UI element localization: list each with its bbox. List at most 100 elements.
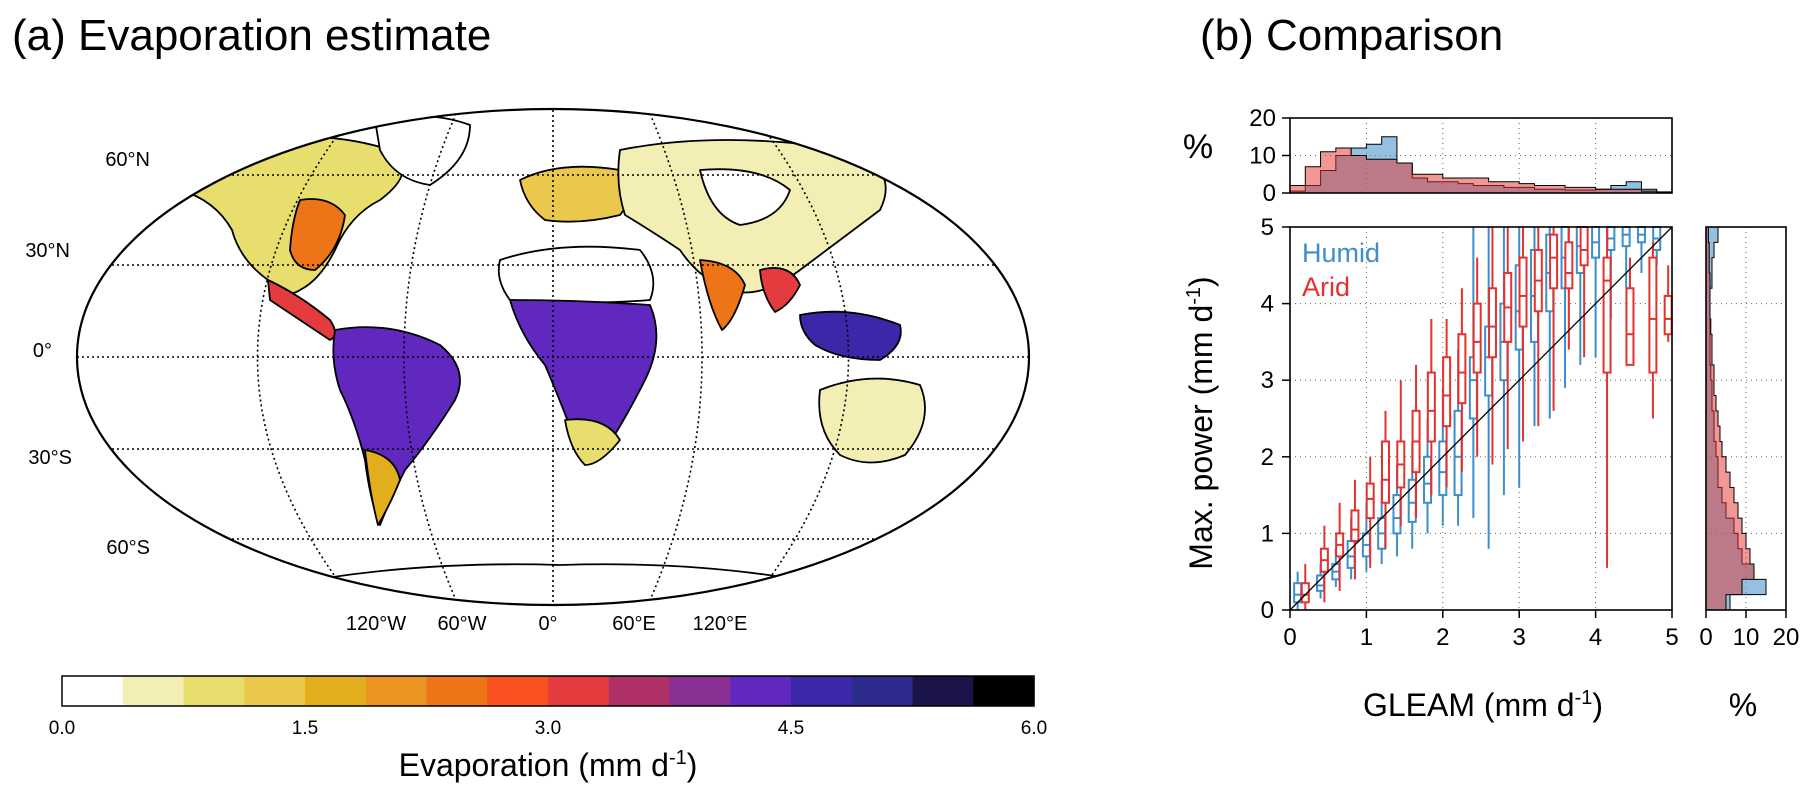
box-humid <box>1499 227 1509 496</box>
box-arid <box>1381 410 1390 549</box>
box-arid <box>1533 227 1543 427</box>
right-hist-arid <box>1705 226 1755 611</box>
ytick-label: 5 <box>1261 214 1274 241</box>
lat-label-60n: 60°N <box>105 149 150 171</box>
colorbar <box>62 676 1035 706</box>
right-histogram: 0 10 20 <box>1699 226 1800 651</box>
box-arid <box>1319 525 1329 603</box>
panel-b-title: (b) Comparison <box>1200 11 1503 60</box>
europe <box>519 165 631 223</box>
boxplot: 0 1 2 3 4 5 0 1 2 3 4 5 <box>1261 214 1679 651</box>
colorbar-segment <box>244 676 306 706</box>
colorbar-segment <box>62 676 124 706</box>
india <box>699 259 746 331</box>
box-arid <box>1487 227 1497 465</box>
ytick-label: 1 <box>1261 520 1274 547</box>
main-frame <box>1289 226 1673 611</box>
colorbar-tick-0: 0.0 <box>49 718 75 739</box>
land-layer <box>149 115 926 605</box>
xtick-label: 4 <box>1589 624 1602 651</box>
ytick-label: 4 <box>1261 291 1274 318</box>
right-hist-xtick: 20 <box>1773 624 1800 651</box>
lat-label-30s: 30°S <box>28 447 72 469</box>
colorbar-label: Evaporation (mm d-1) <box>399 747 698 783</box>
box-arid <box>1579 226 1589 358</box>
lon-labels: 120°W 60°W 0° 60°E 120°E <box>346 613 747 635</box>
colorbar-segment <box>183 676 245 706</box>
lat-labels: 60°N 30°N 0° 30°S 60°S <box>25 149 150 559</box>
south-america-south <box>364 449 401 526</box>
box-humid <box>1636 226 1646 273</box>
colorbar-tick-1: 1.5 <box>292 718 318 739</box>
main-xlabel: GLEAM (mm d-1) <box>1363 687 1603 723</box>
colorbar-segment <box>365 676 428 706</box>
box-humid <box>1591 226 1601 358</box>
ytick-label: 3 <box>1261 367 1274 394</box>
box-humid <box>1484 227 1494 549</box>
colorbar-segment <box>305 676 367 706</box>
colorbar-segment <box>669 676 731 706</box>
colorbar-segment <box>487 676 549 706</box>
africa-south <box>564 418 621 466</box>
maritime-continent <box>799 310 902 361</box>
series-arid <box>1300 226 1673 610</box>
graticule <box>77 109 1029 605</box>
right-hist-xtick: 0 <box>1699 624 1712 651</box>
panel-a-title: (a) Evaporation estimate <box>12 11 491 60</box>
ytick-label: 2 <box>1261 444 1274 471</box>
colorbar-segment <box>426 676 488 706</box>
sahara <box>497 245 655 304</box>
lon-label-60e: 60°E <box>612 613 656 635</box>
xtick-label: 0 <box>1283 624 1296 651</box>
legend-arid: Arid <box>1302 272 1350 302</box>
colorbar-tick-3: 4.5 <box>778 718 804 739</box>
colorbar-ticks: 0.0 1.5 3.0 4.5 6.0 <box>49 718 1047 739</box>
lat-label-60s: 60°S <box>106 537 150 559</box>
world-map <box>75 107 1031 607</box>
box-arid <box>1365 456 1375 568</box>
colorbar-segment <box>791 676 853 706</box>
colorbar-frame <box>61 675 1035 707</box>
xtick-label: 3 <box>1513 624 1526 651</box>
top-histogram: 0 10 20 <box>1249 105 1673 207</box>
colorbar-segment <box>973 676 1035 706</box>
box-arid <box>1625 257 1635 366</box>
top-hist-ytick: 0 <box>1263 180 1276 207</box>
box-arid <box>1648 242 1658 419</box>
box-arid <box>1602 227 1612 568</box>
colorbar-segment <box>122 676 185 706</box>
legend-humid: Humid <box>1302 238 1380 268</box>
box-arid <box>1350 479 1360 580</box>
box-arid <box>1442 318 1452 488</box>
colorbar-segment <box>608 676 671 706</box>
colorbar-segment <box>851 676 914 706</box>
box-arid <box>1300 564 1310 610</box>
box-arid <box>1411 364 1421 519</box>
box-arid <box>1549 227 1559 411</box>
box-arid <box>1396 380 1406 526</box>
colorbar-segment <box>912 676 974 706</box>
xtick-label: 1 <box>1360 624 1373 651</box>
lon-label-120w: 120°W <box>346 613 406 635</box>
box-arid <box>1503 227 1513 450</box>
colorbar-tick-4: 6.0 <box>1021 718 1047 739</box>
box-arid <box>1472 257 1482 457</box>
right-hist-xtick: 10 <box>1733 624 1760 651</box>
colorbar-segment <box>548 676 610 706</box>
box-arid <box>1518 227 1528 442</box>
top-hist-arid <box>1289 147 1673 194</box>
box-humid <box>1621 226 1631 289</box>
box-arid <box>1564 227 1574 350</box>
lat-label-0: 0° <box>33 340 52 362</box>
lat-label-30n: 30°N <box>25 240 70 262</box>
asia-white <box>699 168 791 226</box>
right-hist-xlabel: % <box>1729 687 1757 723</box>
main-ylabel: Max. power (mm d-1) <box>1183 276 1219 569</box>
lon-label-0: 0° <box>538 613 557 635</box>
top-hist-ylabel: % <box>1183 128 1213 166</box>
xtick-label: 2 <box>1436 624 1449 651</box>
lon-label-60w: 60°W <box>437 613 486 635</box>
xtick-label: 5 <box>1665 624 1678 651</box>
colorbar-tick-2: 3.0 <box>535 718 561 739</box>
